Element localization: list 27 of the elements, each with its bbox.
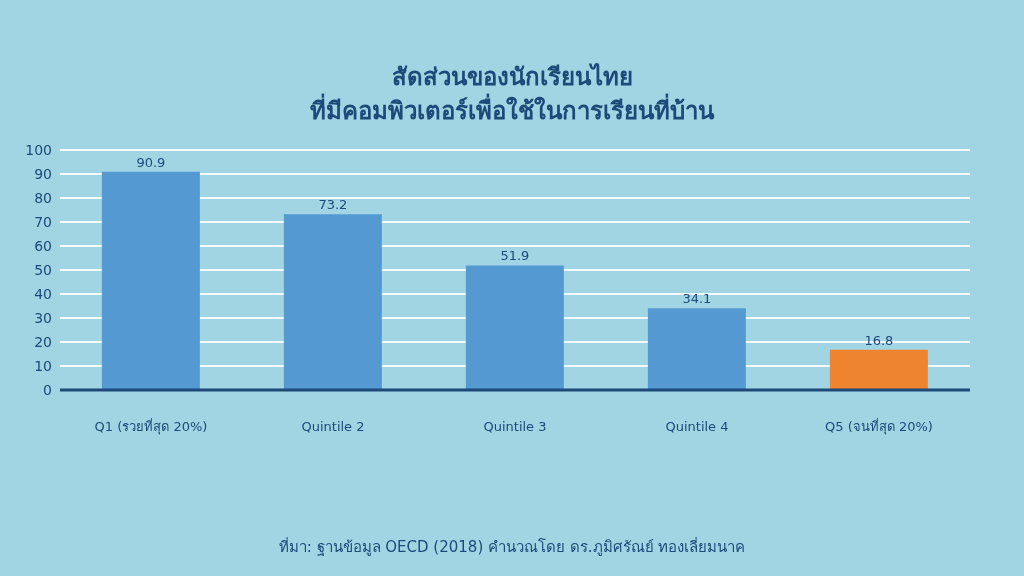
y-tick-label: 70 bbox=[34, 213, 52, 230]
y-tick-label: 0 bbox=[43, 381, 52, 398]
y-tick-label: 60 bbox=[34, 237, 52, 254]
y-tick-label: 10 bbox=[34, 357, 52, 374]
y-tick-label: 20 bbox=[34, 333, 52, 350]
data-label: 51.9 bbox=[500, 248, 530, 264]
x-tick-label: Q5 (จนที่สุด 20%) bbox=[825, 418, 933, 436]
bar bbox=[101, 171, 200, 390]
y-tick-label: 100 bbox=[25, 141, 52, 158]
data-label: 34.1 bbox=[682, 291, 712, 307]
chart-title: สัดส่วนของนักเรียนไทย ที่มีคอมพิวเตอร์เพื่อใช้ในการเรียนที่บ้าน bbox=[309, 62, 716, 127]
bar bbox=[283, 214, 382, 390]
y-tick-label: 50 bbox=[34, 261, 52, 278]
bar bbox=[647, 308, 746, 390]
y-tick-label: 40 bbox=[34, 285, 52, 302]
bar bbox=[829, 349, 928, 390]
x-tick-label: Quintile 4 bbox=[665, 419, 729, 435]
x-tick-label: Quintile 3 bbox=[483, 419, 547, 435]
text: ที่มา: ฐานข้อมูล OECD (2018) คำนวณโดย ดร.ภูมิศรัณย์ ทองเลี่ยมนาค bbox=[277, 536, 747, 558]
y-tick-label: 90 bbox=[34, 165, 52, 182]
x-tick-label: Quintile 2 bbox=[301, 419, 365, 435]
data-label: 90.9 bbox=[136, 154, 166, 170]
x-tick-label: Q1 (รวยที่สุด 20%) bbox=[94, 418, 208, 436]
bar bbox=[465, 265, 564, 390]
y-tick-label: 30 bbox=[34, 309, 52, 326]
y-tick-label: 80 bbox=[34, 189, 52, 206]
data-label: 73.2 bbox=[318, 197, 348, 213]
